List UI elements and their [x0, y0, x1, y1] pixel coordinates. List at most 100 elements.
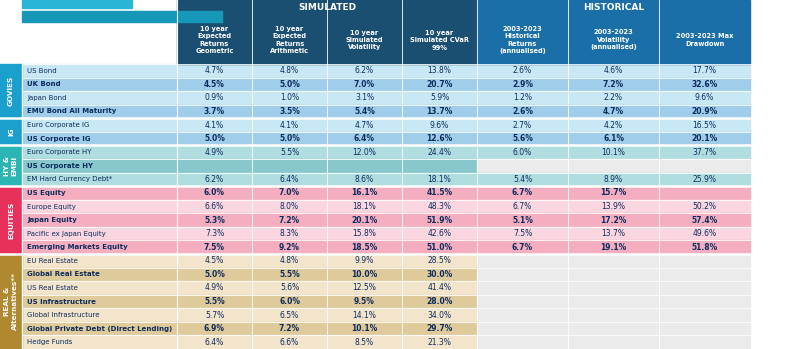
- Bar: [22, 118, 177, 132]
- Bar: [252, 16, 327, 64]
- Text: 4.7%: 4.7%: [355, 120, 374, 129]
- Text: 29.7%: 29.7%: [426, 324, 453, 333]
- Bar: [402, 295, 477, 308]
- Text: 9.6%: 9.6%: [695, 94, 714, 102]
- Text: 5.0%: 5.0%: [204, 134, 225, 143]
- Bar: [568, 105, 659, 118]
- Text: 21.3%: 21.3%: [427, 338, 451, 347]
- Bar: [402, 268, 477, 281]
- Bar: [568, 16, 659, 64]
- Bar: [177, 240, 252, 254]
- Bar: [477, 213, 568, 227]
- Text: IG: IG: [8, 127, 14, 136]
- Bar: [659, 159, 750, 172]
- Text: 50.2%: 50.2%: [693, 202, 717, 211]
- Text: 41.4%: 41.4%: [427, 283, 451, 292]
- Bar: [659, 335, 750, 349]
- Bar: [252, 308, 327, 322]
- Bar: [177, 91, 252, 105]
- Text: 7.0%: 7.0%: [279, 188, 300, 198]
- Bar: [177, 16, 252, 64]
- Text: UK Bond: UK Bond: [27, 81, 61, 87]
- Text: 6.0%: 6.0%: [279, 297, 300, 306]
- Text: 7.2%: 7.2%: [279, 216, 300, 224]
- Text: 20.7%: 20.7%: [426, 80, 453, 89]
- Bar: [22, 295, 177, 308]
- Text: 42.6%: 42.6%: [427, 229, 451, 238]
- Bar: [477, 200, 568, 213]
- Bar: [252, 132, 327, 146]
- Bar: [177, 254, 252, 268]
- Text: 6.4%: 6.4%: [205, 338, 224, 347]
- Bar: [477, 77, 568, 91]
- Text: 9.6%: 9.6%: [430, 120, 449, 129]
- Bar: [252, 172, 327, 186]
- Text: 4.8%: 4.8%: [280, 256, 299, 265]
- Bar: [402, 16, 477, 64]
- Text: SIMULATED: SIMULATED: [298, 3, 356, 13]
- Text: 7.5%: 7.5%: [204, 243, 225, 252]
- Bar: [252, 105, 327, 118]
- Bar: [22, 91, 177, 105]
- Text: Hedge Funds: Hedge Funds: [27, 339, 72, 345]
- Bar: [568, 64, 659, 77]
- Bar: [402, 159, 477, 172]
- Bar: [252, 240, 327, 254]
- Bar: [22, 0, 132, 8]
- Bar: [402, 91, 477, 105]
- Bar: [0, 64, 22, 118]
- Bar: [327, 213, 402, 227]
- Bar: [659, 91, 750, 105]
- Bar: [477, 172, 568, 186]
- Bar: [659, 268, 750, 281]
- Text: 32.6%: 32.6%: [691, 80, 718, 89]
- Bar: [0, 186, 22, 254]
- Bar: [327, 200, 402, 213]
- Bar: [477, 91, 568, 105]
- Text: 37.7%: 37.7%: [693, 148, 717, 157]
- Bar: [252, 146, 327, 159]
- Text: 12.0%: 12.0%: [353, 148, 377, 157]
- Text: 10 year
Simulated CVaR
99%: 10 year Simulated CVaR 99%: [410, 30, 469, 51]
- Text: 10.1%: 10.1%: [602, 148, 626, 157]
- Text: Japan Equity: Japan Equity: [27, 217, 77, 223]
- Bar: [568, 254, 659, 268]
- Bar: [177, 64, 252, 77]
- Bar: [177, 146, 252, 159]
- Text: 2.6%: 2.6%: [512, 107, 533, 116]
- Text: 51.9%: 51.9%: [426, 216, 453, 224]
- Text: 2003-2023
Volatility
(annualised): 2003-2023 Volatility (annualised): [590, 30, 637, 51]
- Bar: [568, 227, 659, 240]
- Text: EMU Bond All Maturity: EMU Bond All Maturity: [27, 109, 116, 114]
- Text: 15.7%: 15.7%: [600, 188, 626, 198]
- Text: 4.9%: 4.9%: [205, 283, 224, 292]
- Text: 7.2%: 7.2%: [279, 324, 300, 333]
- Text: 51.8%: 51.8%: [691, 243, 718, 252]
- Bar: [177, 268, 252, 281]
- Text: 18.1%: 18.1%: [428, 175, 451, 184]
- Bar: [327, 159, 402, 172]
- Text: 6.6%: 6.6%: [205, 202, 224, 211]
- Bar: [22, 186, 177, 200]
- Bar: [659, 322, 750, 335]
- Text: EQUITIES: EQUITIES: [8, 201, 14, 239]
- Text: 5.7%: 5.7%: [205, 311, 224, 320]
- Text: 6.7%: 6.7%: [512, 188, 533, 198]
- Bar: [22, 105, 177, 118]
- Bar: [327, 105, 402, 118]
- Bar: [659, 186, 750, 200]
- Text: 12.5%: 12.5%: [353, 283, 377, 292]
- Text: 13.9%: 13.9%: [602, 202, 626, 211]
- Text: HY &
EMBI: HY & EMBI: [4, 156, 18, 176]
- Text: 13.8%: 13.8%: [427, 66, 451, 75]
- Bar: [568, 268, 659, 281]
- Text: Emerging Markets Equity: Emerging Markets Equity: [27, 244, 128, 250]
- Bar: [0, 118, 22, 146]
- Text: US Corporate IG: US Corporate IG: [27, 136, 90, 142]
- Bar: [477, 118, 568, 132]
- Bar: [568, 186, 659, 200]
- Bar: [659, 213, 750, 227]
- Text: 18.5%: 18.5%: [351, 243, 378, 252]
- Bar: [327, 254, 402, 268]
- Text: 6.0%: 6.0%: [204, 188, 225, 198]
